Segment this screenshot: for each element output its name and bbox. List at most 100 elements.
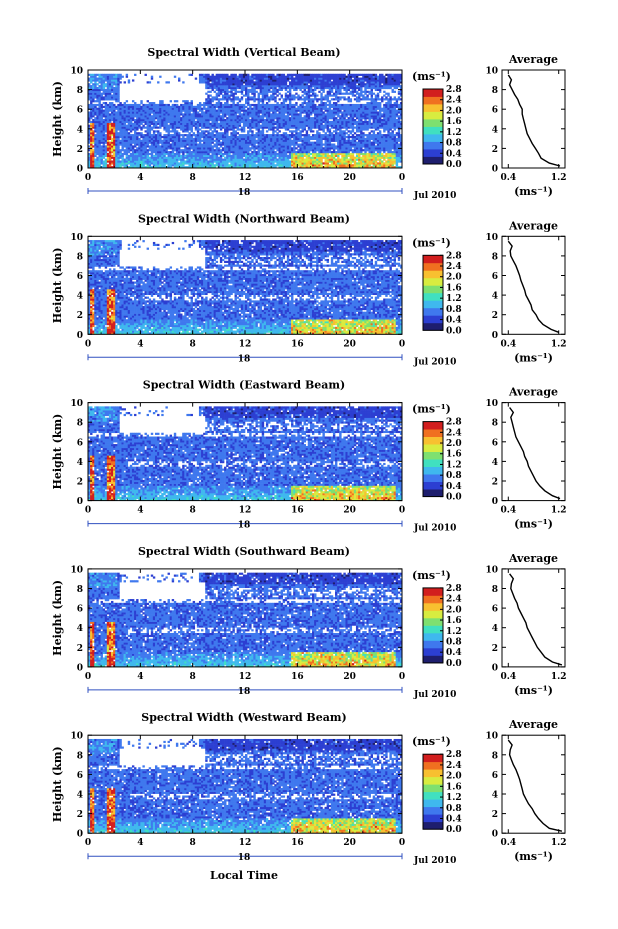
heatmap-cell (203, 164, 206, 167)
heatmap-cell (175, 122, 179, 125)
heatmap-cell (224, 128, 227, 131)
heatmap-cell (276, 135, 279, 139)
heatmap-cell (280, 79, 283, 82)
heatmap-cell (136, 126, 139, 129)
heatmap-cell (311, 130, 315, 133)
heatmap-cell (230, 77, 233, 80)
heatmap-cell (211, 122, 214, 125)
heatmap-cell (211, 152, 214, 156)
heatmap-cell (175, 166, 179, 169)
heatmap-cell (92, 79, 95, 82)
heatmap-cell (224, 94, 227, 97)
heatmap-cell (301, 73, 304, 76)
heatmap-cell (343, 154, 346, 157)
heatmap-cell (102, 75, 106, 78)
heatmap-cell (328, 94, 332, 97)
heatmap-cell (127, 166, 131, 169)
heatmap-cell (138, 143, 141, 146)
heatmap-cell (108, 107, 112, 110)
heatmap-cell (255, 128, 258, 131)
heatmap-cell (92, 134, 95, 137)
heatmap-cell (196, 151, 200, 154)
heatmap-cell (190, 151, 193, 154)
heatmap-cell (146, 105, 149, 108)
heatmap-cell (337, 124, 340, 127)
heatmap-cell (242, 109, 246, 112)
heatmap-cell (207, 126, 210, 129)
heatmap-cell (326, 77, 330, 80)
heatmap-cell (125, 103, 129, 107)
heatmap-cell (184, 126, 187, 129)
heatmap-cell (284, 152, 288, 156)
heatmap-cell (119, 151, 122, 154)
heatmap-cell (178, 145, 181, 148)
heatmap-cell (278, 156, 281, 159)
heatmap-cell (307, 92, 311, 95)
heatmap-cell (288, 156, 292, 159)
heatmap-cell (142, 115, 145, 118)
heatmap-cell (284, 96, 288, 99)
heatmap-cell (299, 166, 302, 169)
heatmap-cell (171, 103, 175, 107)
heatmap-cell (240, 145, 244, 148)
heatmap-cell (345, 139, 348, 142)
heatmap-cell (136, 164, 139, 167)
heatmap-cell (272, 132, 275, 135)
heatmap-cell (211, 160, 214, 163)
heatmap-cell (219, 102, 223, 105)
heatmap-cell (127, 109, 131, 112)
heatmap-cell (144, 113, 147, 116)
heatmap-cell (251, 103, 254, 107)
heatmap-cell (182, 149, 185, 152)
heatmap-cell (188, 166, 191, 169)
heatmap-cell (94, 107, 97, 110)
heatmap-cell (92, 90, 95, 93)
heatmap-cell (265, 113, 269, 116)
heatmap-cell (261, 119, 265, 122)
heatmap-cell (247, 158, 250, 161)
heatmap-cell (92, 162, 95, 165)
heatmap-cell (282, 156, 286, 159)
heatmap-cell (94, 113, 97, 116)
heatmap-cell (335, 147, 338, 150)
heatmap-cell (226, 81, 229, 84)
heatmap-cell (247, 143, 250, 146)
heatmap-cell (178, 147, 181, 150)
heatmap-cell (186, 162, 189, 165)
heatmap-cell (284, 105, 288, 108)
heatmap-cell (303, 135, 306, 139)
heatmap-cell (280, 152, 283, 156)
heatmap-cell (221, 166, 225, 169)
heatmap-cell (198, 156, 202, 159)
heatmap-cell (284, 77, 288, 80)
heatmap-cell (343, 96, 346, 99)
heatmap-cell (307, 105, 311, 108)
heatmap-cell (190, 113, 193, 116)
heatmap-cell (343, 166, 346, 169)
heatmap-cell (332, 124, 336, 127)
heatmap-cell (219, 145, 223, 148)
heatmap-cell (307, 98, 311, 101)
heatmap-cell (274, 100, 277, 103)
heatmap-cell (92, 83, 95, 86)
heatmap-cell (228, 120, 231, 124)
heatmap-cell (309, 79, 313, 82)
heatmap-cell (337, 81, 340, 84)
heatmap-cell (249, 88, 252, 92)
heatmap-cell (261, 132, 265, 135)
heatmap-cell (186, 115, 189, 118)
heatmap-cell (221, 73, 225, 76)
heatmap-cell (180, 164, 183, 167)
heatmap-cell (276, 122, 279, 125)
heatmap-cell (291, 96, 294, 99)
heatmap-cell (205, 117, 208, 120)
heatmap-cell (169, 130, 173, 133)
heatmap-cell (211, 119, 214, 122)
heatmap-cell (215, 73, 219, 76)
heatmap-cell (192, 105, 196, 108)
heatmap-cell (278, 75, 281, 78)
heatmap-cell (305, 73, 309, 76)
heatmap-cell (140, 145, 143, 148)
heatmap-cell (205, 75, 208, 78)
heatmap-cell (286, 156, 290, 159)
